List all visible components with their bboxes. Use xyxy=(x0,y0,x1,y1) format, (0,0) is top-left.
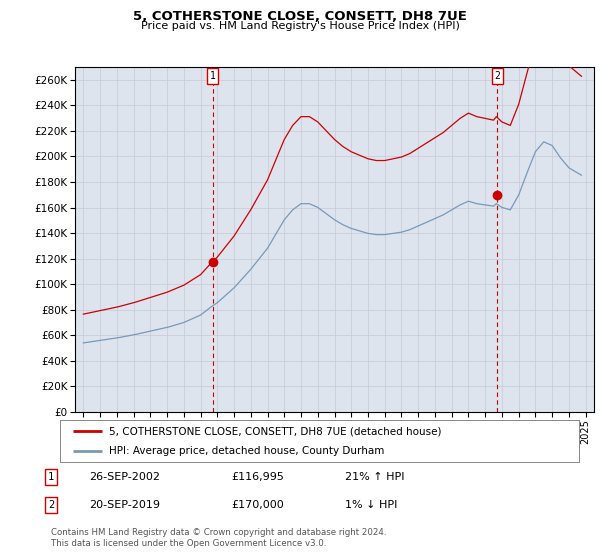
Text: 2: 2 xyxy=(48,500,54,510)
Text: 5, COTHERSTONE CLOSE, CONSETT, DH8 7UE (detached house): 5, COTHERSTONE CLOSE, CONSETT, DH8 7UE (… xyxy=(109,426,442,436)
Text: Contains HM Land Registry data © Crown copyright and database right 2024.
This d: Contains HM Land Registry data © Crown c… xyxy=(51,528,386,548)
Text: 1: 1 xyxy=(48,472,54,482)
Text: 2: 2 xyxy=(494,71,500,81)
Text: HPI: Average price, detached house, County Durham: HPI: Average price, detached house, Coun… xyxy=(109,446,385,456)
Text: £170,000: £170,000 xyxy=(231,500,284,510)
Text: 26-SEP-2002: 26-SEP-2002 xyxy=(89,472,160,482)
Text: £116,995: £116,995 xyxy=(231,472,284,482)
Text: 21% ↑ HPI: 21% ↑ HPI xyxy=(345,472,404,482)
Text: Price paid vs. HM Land Registry's House Price Index (HPI): Price paid vs. HM Land Registry's House … xyxy=(140,21,460,31)
Text: 1% ↓ HPI: 1% ↓ HPI xyxy=(345,500,397,510)
Text: 1: 1 xyxy=(210,71,216,81)
Text: 20-SEP-2019: 20-SEP-2019 xyxy=(89,500,160,510)
Text: 5, COTHERSTONE CLOSE, CONSETT, DH8 7UE: 5, COTHERSTONE CLOSE, CONSETT, DH8 7UE xyxy=(133,10,467,23)
